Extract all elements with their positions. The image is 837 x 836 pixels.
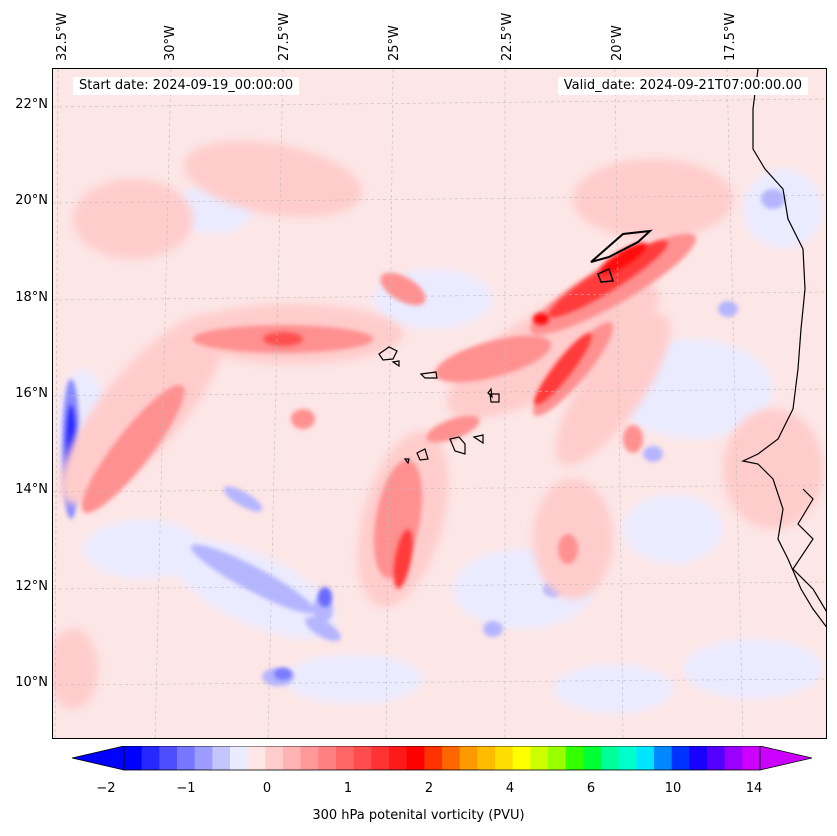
cb-tick-14: 14 [745,781,763,796]
colorbar-swatch [318,746,337,770]
colorbar-label: 300 hPa potenital vorticity (PVU) [312,808,525,823]
colorbar-swatch [618,746,637,770]
cape-verde-island-3 [419,371,438,379]
colorbar-swatch [530,746,549,770]
canary-contour-small [597,267,615,283]
cb-tick--2: −2 [96,781,116,796]
colorbar-swatch [442,746,461,770]
lat-label-20n: 20°N [15,193,48,208]
lat-label-16n: 16°N [15,386,48,401]
colorbar-swatch [194,746,213,770]
cb-tick-0: 0 [262,781,272,796]
colorbar-swatch [724,746,743,770]
lat-label-12n: 12°N [15,579,48,594]
colorbar [72,746,812,771]
lat-label-14n: 14°N [15,482,48,497]
colorbar-swatch [283,746,302,770]
coastlines [378,69,826,628]
map-frame: Start date: 2024-09-19_00:00:00 Valid_da… [52,68,827,739]
cape-verde-island-2 [391,360,400,368]
lat-label-22n: 22°N [15,97,48,112]
positive-pv-strong-cores [263,240,668,589]
colorbar-swatch [389,746,408,770]
colorbar-swatch [424,746,443,770]
cb-tick-2: 2 [424,781,434,796]
colorbar-swatch [707,746,726,770]
colorbar-border [123,746,761,771]
lat-label-10n: 10°N [15,675,48,690]
cape-verde-island-8 [416,448,429,461]
cape-verde-island-7 [472,434,484,445]
cape-verde-island-9 [403,458,410,465]
colorbar-swatch [124,746,143,770]
lat-label-18n: 18°N [15,290,48,305]
cb-tick-10: 10 [664,781,682,796]
cb-tick-6: 6 [586,781,596,796]
colorbar-max-arrow [759,746,812,771]
africa-coastline [741,69,826,628]
canary-contour [590,229,653,263]
lon-label-22-5w: 22.5°W [500,12,515,61]
colorbar-min-arrow [72,746,125,771]
cb-tick-4: 4 [505,781,515,796]
colorbar-swatch [565,746,584,770]
cape-verde-island-1 [378,346,398,361]
colorbar-swatch [336,746,355,770]
pv-field-map [53,69,826,738]
colorbar-swatch [177,746,196,770]
cape-verde-island-6 [449,436,466,455]
valid-date-label: Valid_date: 2024-09-21T07:00:00.00 [557,77,808,95]
colorbar-swatch [371,746,390,770]
cape-verde-island-5 [489,393,500,403]
lon-label-30w: 30°W [163,25,178,61]
colorbar-swatch [689,746,708,770]
colorbar-swatch [636,746,655,770]
colorbar-swatch [406,746,425,770]
colorbar-swatch [583,746,602,770]
cb-tick--1: −1 [176,781,196,796]
colorbar-swatch [548,746,567,770]
colorbar-swatch [212,746,231,770]
colorbar-swatch [742,746,761,770]
colorbar-swatch [654,746,673,770]
colorbar-swatch [512,746,531,770]
colorbar-swatch [159,746,178,770]
colorbar-swatch [300,746,319,770]
colorbar-swatch [265,746,284,770]
coast-segment-west-africa [792,488,826,612]
lon-label-17-5w: 17.5°W [723,12,738,61]
graticule [53,69,826,738]
lon-label-25w: 25°W [387,25,402,61]
cb-tick-1: 1 [343,781,353,796]
colorbar-swatch [459,746,478,770]
start-date-label: Start date: 2024-09-19_00:00:00 [73,77,300,95]
lon-label-32-5w: 32.5°W [55,12,70,61]
colorbar-swatch [230,746,249,770]
colorbar-swatch [353,746,372,770]
colorbar-swatch [601,746,620,770]
lon-label-20w: 20°W [610,25,625,61]
lon-label-27-5w: 27.5°W [277,12,292,61]
colorbar-swatch [247,746,266,770]
colorbar-swatch [141,746,160,770]
colorbar-swatch [477,746,496,770]
colorbar-swatch [671,746,690,770]
colorbar-swatch [495,746,514,770]
